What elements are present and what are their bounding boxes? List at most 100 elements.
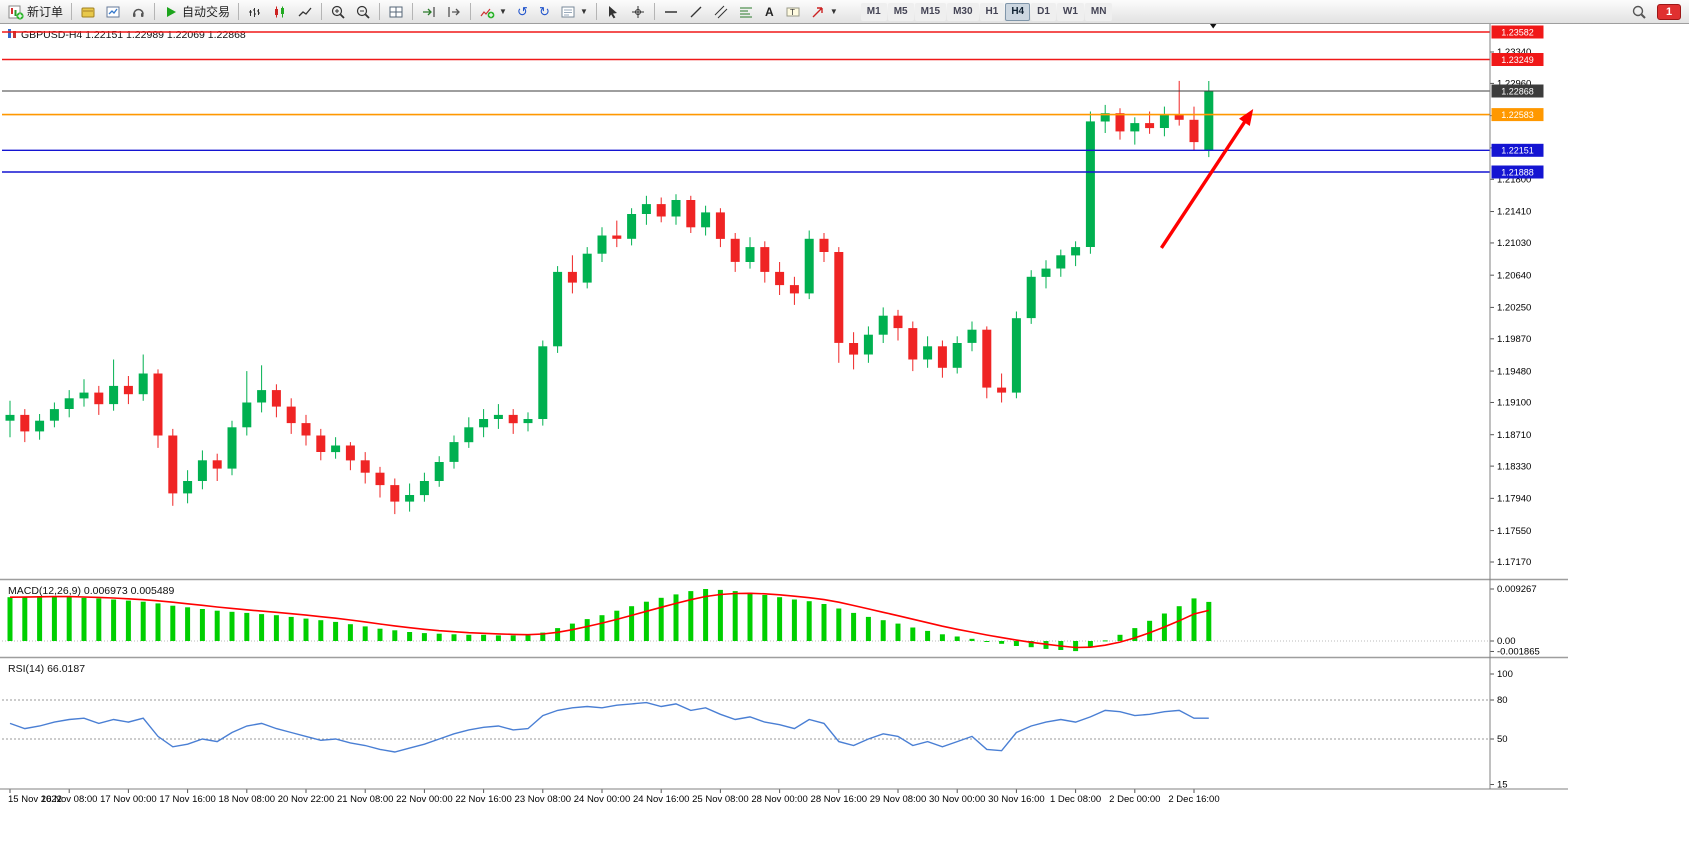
macd-bar xyxy=(7,597,13,641)
rsi-label: RSI(14) 66.0187 xyxy=(8,663,85,675)
macd-bar xyxy=(303,618,309,641)
chevron-down-icon: ▼ xyxy=(499,7,507,16)
label-tool-button[interactable]: T xyxy=(781,1,805,22)
candle-body xyxy=(819,238,829,252)
new-order-button[interactable]: 新订单 xyxy=(4,1,67,22)
toolbar-separator xyxy=(412,3,414,20)
trendline-tool-button[interactable] xyxy=(684,1,708,22)
macd-bar xyxy=(584,619,590,641)
macd-bar xyxy=(51,596,57,641)
channel-tool-button[interactable] xyxy=(709,1,733,22)
candle-body xyxy=(271,390,281,407)
macd-bar xyxy=(984,641,990,642)
sounds-button[interactable] xyxy=(126,1,150,22)
candle-body xyxy=(775,271,785,286)
candle-body xyxy=(331,445,341,453)
timeframe-button-mn[interactable]: MN xyxy=(1084,2,1113,21)
timeframe-button-w1[interactable]: W1 xyxy=(1056,2,1084,21)
crosshair-tool-button[interactable] xyxy=(626,1,650,22)
headset-icon xyxy=(133,8,144,17)
macd-bar xyxy=(273,615,279,641)
macd-bar xyxy=(125,600,131,641)
autotrading-label: 自动交易 xyxy=(182,5,231,19)
price-line-box xyxy=(1491,53,1544,66)
price-axis-label: 1.18330 xyxy=(1497,461,1531,472)
chart-shift-button[interactable] xyxy=(442,1,466,22)
candle-body xyxy=(937,346,947,368)
price-axis-label: 1.19870 xyxy=(1497,334,1531,345)
macd-bar xyxy=(939,634,945,641)
timeframe-button-h4[interactable]: H4 xyxy=(1005,2,1031,21)
candlestick-mode-button[interactable] xyxy=(268,1,292,22)
candle-body xyxy=(952,343,962,368)
new-chart-button[interactable] xyxy=(101,1,125,22)
trend-arrow-head[interactable] xyxy=(1239,109,1254,126)
line-chart-mode-button[interactable] xyxy=(293,1,317,22)
templates-button[interactable]: ▼ xyxy=(556,1,592,22)
macd-bar xyxy=(22,596,28,641)
chevron-down-icon: ▼ xyxy=(829,7,838,16)
timeframe-group: M1 M5 M15 M30 H1 H4 D1 W1 MN xyxy=(860,2,1113,21)
candle-body xyxy=(301,423,311,436)
chart-annotations[interactable] xyxy=(1159,24,1254,249)
timeframe-button-h1[interactable]: H1 xyxy=(979,2,1005,21)
candle-body xyxy=(671,200,681,217)
text-tool-button[interactable]: A xyxy=(759,1,780,22)
horizontal-lines[interactable] xyxy=(2,31,1490,173)
autotrading-button[interactable]: 自动交易 xyxy=(159,1,234,22)
macd-bar xyxy=(999,641,1005,644)
top-marker-icon[interactable] xyxy=(1208,24,1218,29)
zoom-out-button[interactable] xyxy=(351,1,375,22)
add-indicator-button[interactable]: ▼ xyxy=(475,1,511,22)
svg-text:T: T xyxy=(790,8,795,17)
terminal-button[interactable] xyxy=(76,1,100,22)
auto-scroll-button[interactable] xyxy=(417,1,441,22)
trend-arrow-shaft[interactable] xyxy=(1159,115,1250,249)
timeframe-button-d1[interactable]: D1 xyxy=(1031,2,1056,21)
candle-body xyxy=(316,435,326,452)
bar-chart-mode-button[interactable] xyxy=(243,1,267,22)
zoom-in-button[interactable] xyxy=(326,1,350,22)
hline-tool-button[interactable] xyxy=(659,1,683,22)
price-axis: 1.233401.229601.225701.221801.218001.214… xyxy=(1490,47,1531,568)
tile-windows-icon xyxy=(389,6,403,17)
price-axis-label: 1.19100 xyxy=(1497,398,1531,409)
candle-body xyxy=(1011,318,1021,393)
toolbar-separator xyxy=(595,3,597,20)
notification-badge[interactable]: 1 xyxy=(1657,3,1681,20)
timeframe-button-m5[interactable]: M5 xyxy=(887,2,914,21)
macd-bar xyxy=(969,638,975,641)
candle-body xyxy=(849,343,859,355)
candle-body xyxy=(641,204,651,214)
cursor-icon xyxy=(608,5,617,18)
timeframe-button-m30[interactable]: M30 xyxy=(947,2,979,21)
price-line-labels: 1.23582 1.23249 1.22868 1.22583 1.22151 1.218… xyxy=(1491,25,1544,179)
rsi-axis-label: 100 xyxy=(1497,669,1513,680)
cursor-tool-button[interactable] xyxy=(601,1,625,22)
candle-body xyxy=(982,329,992,388)
macd-bar xyxy=(865,616,871,641)
candle-body xyxy=(49,409,59,421)
chart-canvas[interactable]: GBPUSD-H4 1.22151 1.22989 1.22069 1.2286… xyxy=(0,24,1689,810)
undo-icon: ↺ xyxy=(517,3,528,19)
timeframe-button-m1[interactable]: M1 xyxy=(860,2,887,21)
search-button[interactable] xyxy=(1627,1,1651,22)
candles-icon xyxy=(275,6,285,17)
fibonacci-tool-button[interactable] xyxy=(734,1,758,22)
time-axis-label: 30 Nov 16:00 xyxy=(988,794,1045,805)
shapes-tool-button[interactable]: ▼ xyxy=(806,1,842,22)
candle-body xyxy=(345,445,355,461)
macd-bar xyxy=(37,596,43,641)
time-axis-label: 15 Nov 2022 xyxy=(8,794,62,805)
tile-windows-button[interactable] xyxy=(384,1,408,22)
undo-button[interactable]: ↺ xyxy=(512,1,533,22)
macd-bar xyxy=(954,636,960,641)
macd-bar xyxy=(347,624,353,641)
price-axis-label: 1.21030 xyxy=(1497,238,1531,249)
candle-body xyxy=(567,271,577,283)
macd-bar xyxy=(717,589,723,641)
macd-bar xyxy=(747,592,753,641)
macd-bar xyxy=(540,632,546,641)
redo-button[interactable]: ↻ xyxy=(534,1,555,22)
timeframe-button-m15[interactable]: M15 xyxy=(914,2,947,21)
